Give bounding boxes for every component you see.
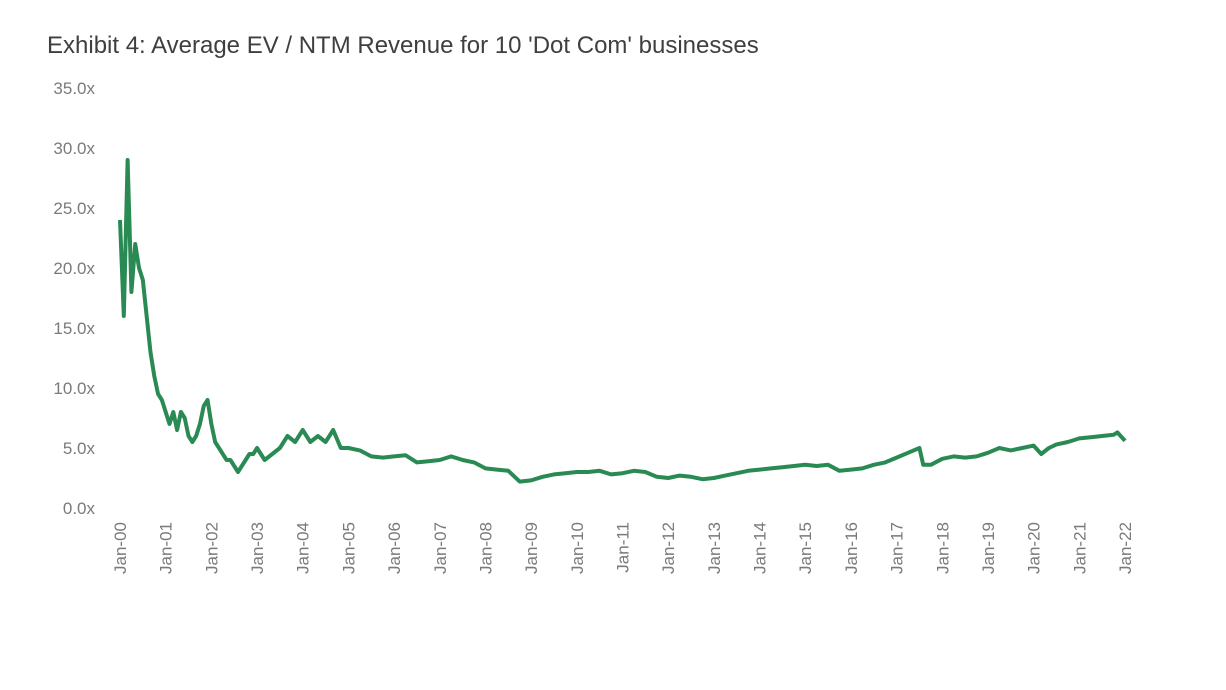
y-tick-label: 0.0x bbox=[63, 499, 96, 518]
x-tick-label: Jan-18 bbox=[933, 522, 952, 574]
x-tick-label: Jan-17 bbox=[888, 522, 907, 574]
x-tick-label: Jan-11 bbox=[614, 522, 633, 573]
chart-title: Exhibit 4: Average EV / NTM Revenue for … bbox=[47, 32, 759, 59]
x-tick-label: Jan-15 bbox=[796, 522, 815, 574]
y-tick-label: 35.0x bbox=[53, 79, 95, 98]
x-tick-label: Jan-06 bbox=[385, 522, 404, 574]
x-tick-label: Jan-07 bbox=[431, 522, 450, 574]
x-tick-label: Jan-16 bbox=[842, 522, 861, 574]
x-tick-label: Jan-03 bbox=[248, 522, 267, 574]
line bbox=[118, 158, 1127, 484]
x-tick-label: Jan-13 bbox=[705, 522, 724, 574]
y-tick-label: 20.0x bbox=[53, 259, 95, 278]
x-tick-label: Jan-12 bbox=[659, 522, 678, 574]
x-tick-label: Jan-21 bbox=[1070, 522, 1089, 574]
y-tick-label: 30.0x bbox=[53, 139, 95, 158]
x-tick-label: Jan-00 bbox=[111, 522, 130, 574]
x-tick-label: Jan-20 bbox=[1025, 522, 1044, 574]
x-tick-label: Jan-22 bbox=[1116, 522, 1135, 574]
x-tick-label: Jan-02 bbox=[202, 522, 221, 574]
x-tick-label: Jan-08 bbox=[476, 522, 495, 574]
x-tick-label: Jan-14 bbox=[751, 522, 770, 574]
y-tick-label: 25.0x bbox=[53, 199, 95, 218]
y-tick-label: 5.0x bbox=[63, 439, 96, 458]
x-tick-label: Jan-10 bbox=[568, 522, 587, 574]
x-tick-label: Jan-01 bbox=[157, 522, 176, 574]
y-tick-label: 10.0x bbox=[53, 379, 95, 398]
y-tick-label: 15.0x bbox=[53, 319, 95, 338]
x-tick-label: Jan-19 bbox=[979, 522, 998, 574]
x-tick-label: Jan-09 bbox=[522, 522, 541, 574]
x-tick-label: Jan-05 bbox=[339, 522, 358, 574]
x-tick-label: Jan-04 bbox=[294, 522, 313, 574]
